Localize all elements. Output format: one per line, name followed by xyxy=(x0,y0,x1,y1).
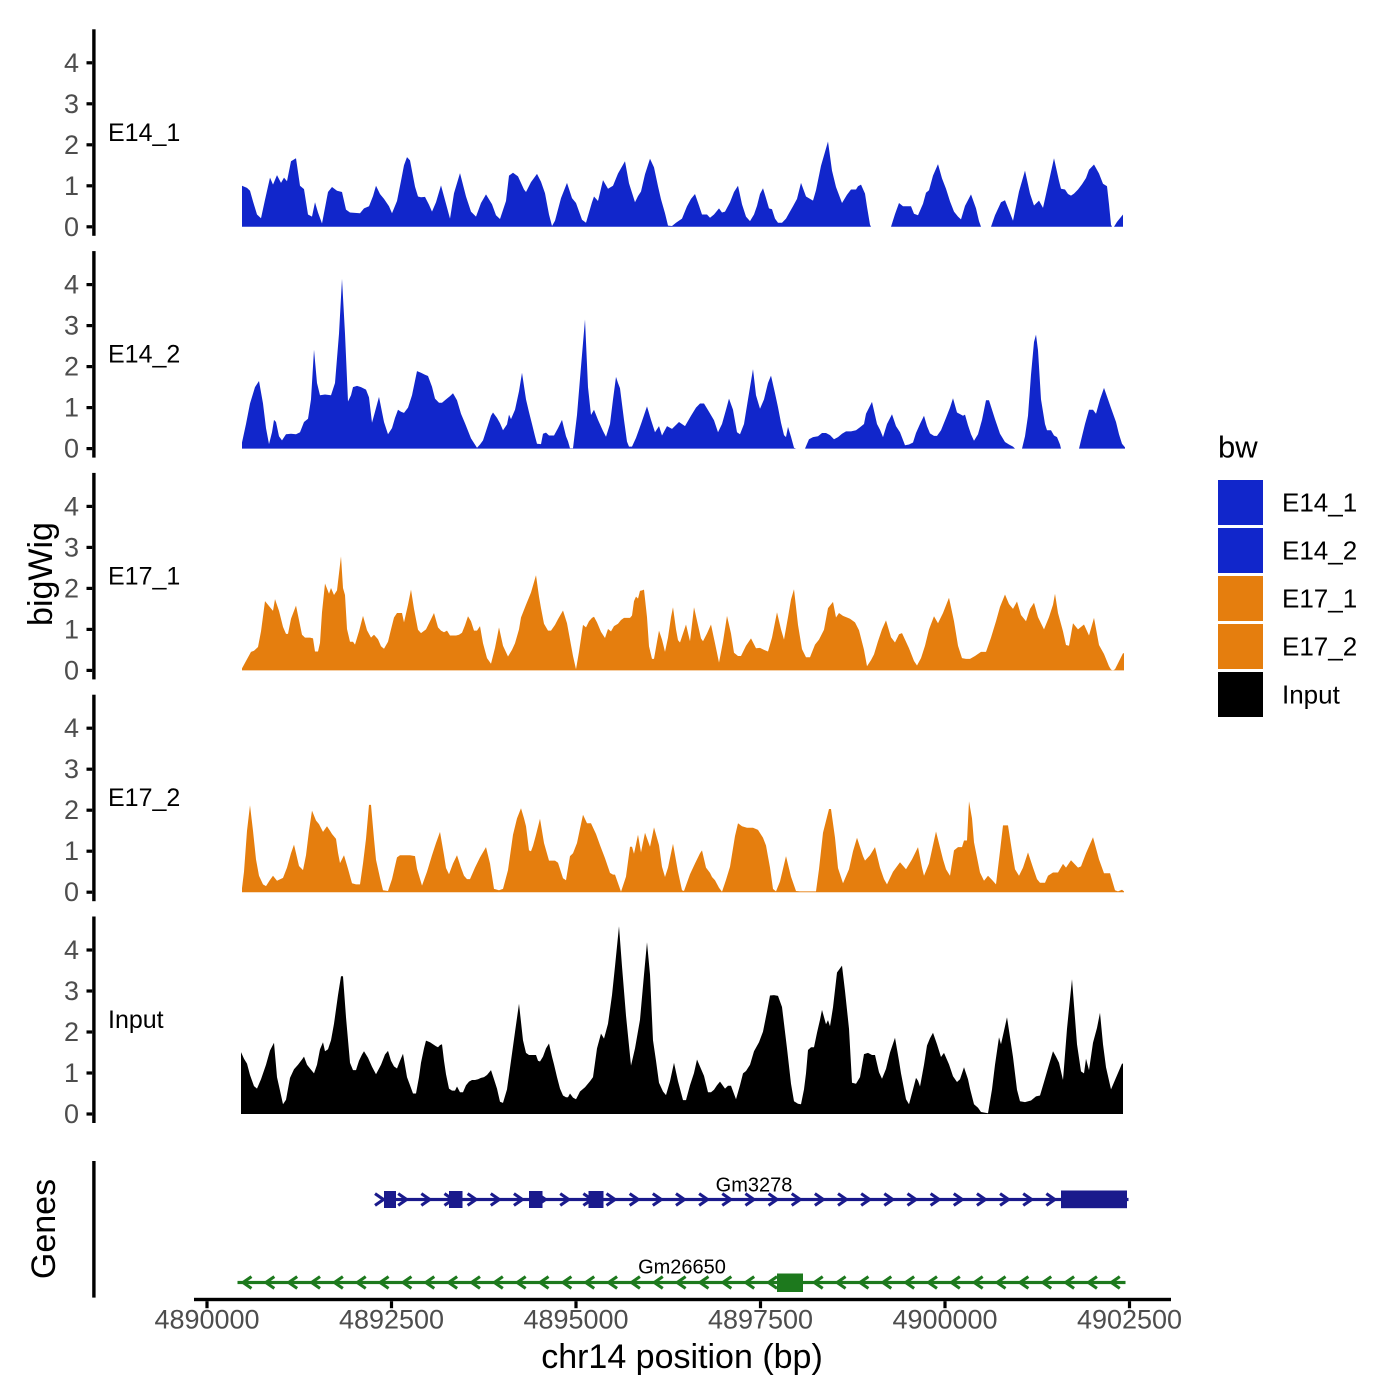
svg-text:E14_1: E14_1 xyxy=(1282,488,1357,518)
svg-text:Gm26650: Gm26650 xyxy=(638,1257,726,1279)
svg-text:0: 0 xyxy=(64,1099,79,1129)
svg-text:E17_1: E17_1 xyxy=(108,562,180,590)
svg-text:3: 3 xyxy=(64,754,79,784)
svg-text:3: 3 xyxy=(64,976,79,1006)
svg-text:1: 1 xyxy=(64,393,79,423)
svg-text:4: 4 xyxy=(64,48,79,78)
svg-text:3: 3 xyxy=(64,311,79,341)
svg-text:1: 1 xyxy=(64,171,79,201)
svg-text:E17_2: E17_2 xyxy=(108,784,180,812)
svg-text:4: 4 xyxy=(64,935,79,965)
svg-text:4: 4 xyxy=(64,491,79,521)
svg-text:2: 2 xyxy=(64,352,79,382)
svg-text:E17_2: E17_2 xyxy=(1282,632,1357,662)
svg-text:0: 0 xyxy=(64,655,79,685)
svg-text:4897500: 4897500 xyxy=(708,1304,813,1334)
svg-text:E14_1: E14_1 xyxy=(108,119,180,147)
svg-text:E17_1: E17_1 xyxy=(1282,584,1357,614)
svg-text:4895000: 4895000 xyxy=(523,1304,628,1334)
svg-text:4: 4 xyxy=(64,270,79,300)
svg-text:chr14 position (bp): chr14 position (bp) xyxy=(541,1338,823,1376)
svg-text:2: 2 xyxy=(64,1017,79,1047)
svg-text:E14_2: E14_2 xyxy=(1282,536,1357,566)
svg-text:2: 2 xyxy=(64,795,79,825)
svg-text:bigWig: bigWig xyxy=(22,522,60,626)
svg-text:1: 1 xyxy=(64,836,79,866)
svg-text:1: 1 xyxy=(64,1058,79,1088)
svg-text:4890000: 4890000 xyxy=(154,1304,259,1334)
svg-text:2: 2 xyxy=(64,573,79,603)
svg-text:4892500: 4892500 xyxy=(339,1304,444,1334)
svg-text:3: 3 xyxy=(64,532,79,562)
svg-text:Genes: Genes xyxy=(25,1179,63,1279)
svg-text:3: 3 xyxy=(64,89,79,119)
svg-text:Gm3278: Gm3278 xyxy=(716,1175,793,1197)
svg-text:4900000: 4900000 xyxy=(892,1304,997,1334)
svg-text:bw: bw xyxy=(1218,430,1258,465)
svg-text:Input: Input xyxy=(1282,680,1341,710)
svg-text:4: 4 xyxy=(64,713,79,743)
svg-text:4902500: 4902500 xyxy=(1077,1304,1182,1334)
svg-text:0: 0 xyxy=(64,212,79,242)
svg-text:2: 2 xyxy=(64,130,79,160)
svg-text:1: 1 xyxy=(64,614,79,644)
svg-text:Input: Input xyxy=(108,1006,164,1034)
svg-text:0: 0 xyxy=(64,877,79,907)
svg-text:E14_2: E14_2 xyxy=(108,341,180,369)
svg-text:0: 0 xyxy=(64,434,79,464)
